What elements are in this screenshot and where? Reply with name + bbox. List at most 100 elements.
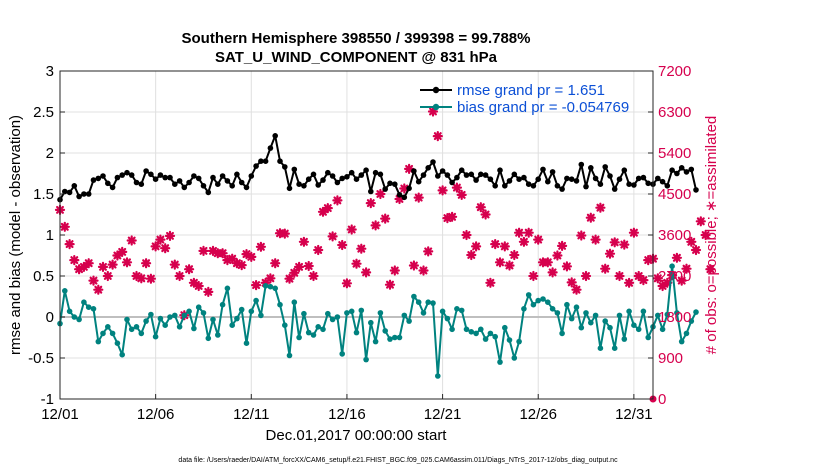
x-tick-label: 12/26 [519, 406, 557, 423]
bias-point [148, 311, 154, 318]
obs-count-marker [504, 260, 515, 271]
obs-count-marker [251, 280, 262, 291]
bias-point [310, 332, 317, 338]
obs-count-marker [480, 209, 491, 220]
obs-count-marker [346, 224, 357, 235]
bias-point [71, 314, 78, 320]
bias-point [530, 301, 537, 308]
bias-point [415, 299, 422, 306]
rmse-point [415, 178, 422, 185]
rmse-point [554, 183, 561, 189]
rmse-point [578, 161, 585, 168]
rmse-point [502, 183, 508, 189]
obs-count-marker [332, 195, 343, 206]
obs-count-marker [351, 258, 362, 269]
rmse-point [128, 172, 135, 178]
right-tick-label: 0 [658, 391, 666, 408]
rmse-point [62, 188, 68, 195]
right-tick-label: 900 [658, 350, 683, 367]
obs-count-marker [322, 203, 333, 214]
y-tick-label: 1 [46, 227, 54, 244]
obs-count-marker [590, 234, 601, 245]
bias-point [554, 310, 561, 316]
y-tick-label: 0.5 [33, 268, 54, 285]
rmse-point [205, 189, 212, 196]
obs-count-marker [700, 229, 711, 241]
rmse-point [478, 171, 484, 178]
bias-point [693, 309, 699, 315]
rmse-point [588, 165, 594, 171]
bias-point [502, 324, 508, 331]
obs-count-marker [485, 277, 496, 288]
obs-count-marker [298, 236, 309, 247]
obs-count-marker [107, 259, 118, 270]
obs-count-marker [705, 264, 716, 275]
bias-point [659, 326, 666, 333]
rmse-point [530, 183, 537, 189]
bias-point [573, 304, 580, 311]
y-tick-label: 3 [46, 63, 54, 80]
rmse-point [358, 172, 365, 178]
bias-point [516, 338, 522, 345]
obs-count-marker [614, 270, 625, 282]
obs-count-marker [404, 163, 415, 174]
rmse-point [286, 185, 293, 192]
rmse-point [229, 183, 235, 189]
rmse-point [133, 179, 140, 186]
bias-point [119, 351, 125, 358]
bias-point [396, 334, 403, 341]
rmse-point [339, 175, 346, 182]
rmse-point [674, 170, 680, 177]
y-tick-label: 1.5 [33, 186, 54, 203]
rmse-point [162, 174, 168, 181]
chart-subtitle: SAT_U_WIND_COMPONENT @ 831 hPa [215, 49, 498, 66]
obs-count-marker [671, 252, 683, 263]
obs-count-marker [490, 239, 501, 250]
bias-point [592, 312, 599, 319]
bias-point [305, 329, 312, 336]
bias-point [640, 308, 647, 315]
right-tick-label: 6300 [658, 104, 691, 121]
rmse-point [243, 184, 250, 191]
rmse-point [76, 193, 82, 200]
rmse-point [678, 165, 685, 171]
obs-count-marker [595, 202, 606, 213]
bias-point [382, 328, 389, 334]
rmse-point [492, 183, 499, 189]
rmse-point [392, 181, 398, 187]
rmse-point [200, 183, 207, 189]
bias-point [669, 263, 675, 270]
bias-point [678, 338, 685, 345]
obs-count-marker [509, 249, 520, 261]
rmse-point [621, 167, 628, 173]
obs-count-marker [604, 248, 616, 259]
bias-point [85, 304, 92, 311]
bias-point [133, 324, 140, 330]
rmse-point [559, 186, 565, 192]
bias-point [339, 351, 346, 357]
bias-point [62, 288, 68, 294]
rmse-point [105, 180, 111, 187]
rmse-point [568, 176, 575, 182]
bias-point [66, 308, 73, 315]
bias-point [315, 324, 322, 330]
rmse-point [267, 145, 274, 151]
bias-point [138, 330, 145, 337]
bias-point [124, 316, 130, 323]
rmse-point [487, 176, 494, 182]
obs-count-marker [628, 227, 640, 238]
bias-point [482, 336, 489, 342]
bias-point [162, 322, 168, 329]
rmse-point [186, 179, 192, 186]
rmse-point [90, 177, 97, 183]
rmse-point [516, 176, 522, 182]
x-tick-label: 12/16 [328, 406, 366, 423]
obs-count-marker [126, 235, 137, 246]
bias-point [286, 352, 293, 359]
obs-count-marker [542, 257, 553, 268]
rmse-point [272, 133, 279, 139]
bias-point [320, 326, 326, 333]
legend-rmse-label: rmse grand pr = 1.651 [457, 82, 605, 99]
obs-count-marker [164, 230, 176, 241]
